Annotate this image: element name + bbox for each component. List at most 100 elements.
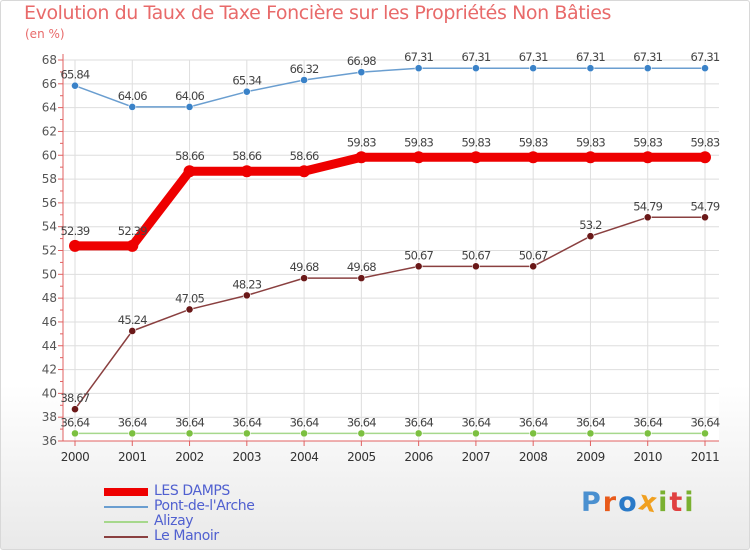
x-tick-label: 2003 [233,450,262,464]
data-label: 36.64 [61,415,90,429]
data-label: 67.31 [633,50,662,64]
data-label: 64.06 [118,89,147,103]
data-point [586,232,595,241]
data-point [643,429,652,438]
data-point [412,151,425,164]
x-tick-label: 2009 [576,450,605,464]
y-tick-label: 52 [42,244,57,258]
data-label: 49.68 [290,260,319,274]
series-line [74,67,705,108]
data-point [242,87,251,96]
legend-swatch [104,506,148,508]
data-point [584,151,597,164]
y-tick-label: 62 [42,124,57,138]
data-label: 50.67 [519,248,548,262]
data-label: 36.64 [347,415,376,429]
data-point [128,103,137,111]
data-label: 36.64 [232,415,261,429]
data-label: 52.39 [118,224,147,238]
data-label: 49.68 [347,260,376,274]
y-tick-label: 66 [42,77,57,91]
data-label: 36.64 [691,415,720,429]
data-label: 36.64 [461,415,490,429]
logo-letter: r [602,487,619,518]
data-point [586,429,595,438]
y-tick-label: 46 [42,315,57,329]
data-label: 54.79 [633,199,662,213]
data-label: 36.64 [576,415,605,429]
y-tick-label: 42 [42,363,57,377]
data-point [126,239,139,252]
data-point [529,429,538,438]
data-point [357,274,366,283]
data-point [641,151,654,164]
series-line [74,216,705,410]
data-point [185,103,194,111]
data-label: 59.83 [347,135,376,149]
data-label: 36.64 [290,415,319,429]
legend-label: Alizay [154,513,194,529]
legend-label: Le Manoir [154,528,219,544]
data-label: 67.31 [404,50,433,64]
data-point [527,151,540,164]
data-label: 59.83 [461,135,490,149]
y-tick-label: 58 [42,172,57,186]
y-tick-label: 38 [42,410,57,424]
y-tick-label: 54 [42,220,57,234]
data-point [529,262,538,271]
data-label: 59.83 [691,135,720,149]
chart-title: Evolution du Taux de Taxe Foncière sur l… [24,2,612,24]
logo-letter: i [684,487,696,518]
data-label: 67.31 [461,50,490,64]
data-label: 45.24 [118,313,147,327]
data-label: 58.66 [290,149,319,163]
y-tick-label: 44 [42,339,57,353]
data-point [71,429,79,438]
y-tick-label: 56 [42,196,57,210]
data-point [469,151,482,164]
data-point [414,262,423,271]
data-label: 65.84 [61,68,90,82]
data-point [242,291,251,300]
data-label: 67.31 [576,50,605,64]
data-label: 67.31 [519,50,548,64]
y-tick-label: 40 [42,386,57,400]
data-point [355,151,368,164]
series-line [75,152,705,251]
data-label: 59.83 [576,135,605,149]
data-label: 36.64 [519,415,548,429]
data-label: 58.66 [175,149,204,163]
data-point [472,262,480,271]
data-point [71,405,79,414]
legend-swatch [104,521,148,523]
data-point [71,81,79,90]
data-point [300,76,308,84]
x-tick-label: 2008 [519,450,548,464]
data-label: 53.2 [579,218,602,232]
data-label: 52.39 [61,224,90,238]
y-tick-label: 36 [42,434,57,448]
data-label: 54.79 [691,199,720,213]
proxiti-logo: Proxiti [581,485,696,519]
y-tick-label: 68 [42,53,57,67]
data-label: 59.83 [633,135,662,149]
data-point [701,64,709,73]
x-tick-label: 2000 [61,450,90,464]
data-label: 50.67 [404,248,433,262]
data-point [300,274,308,283]
data-point [414,64,423,73]
y-tick-label: 50 [42,267,57,281]
y-tick-label: 60 [42,148,57,162]
y-tick-label: 64 [42,101,57,115]
data-label: 67.31 [691,50,720,64]
data-point [183,165,196,178]
data-point [128,327,137,335]
data-point [643,213,652,222]
data-point [472,64,480,73]
data-point [472,429,480,438]
data-label: 66.98 [347,54,376,68]
x-tick-label: 2001 [118,450,147,464]
data-point [185,429,194,438]
logo-letter: o [618,487,639,518]
x-tick-label: 2006 [404,450,433,464]
